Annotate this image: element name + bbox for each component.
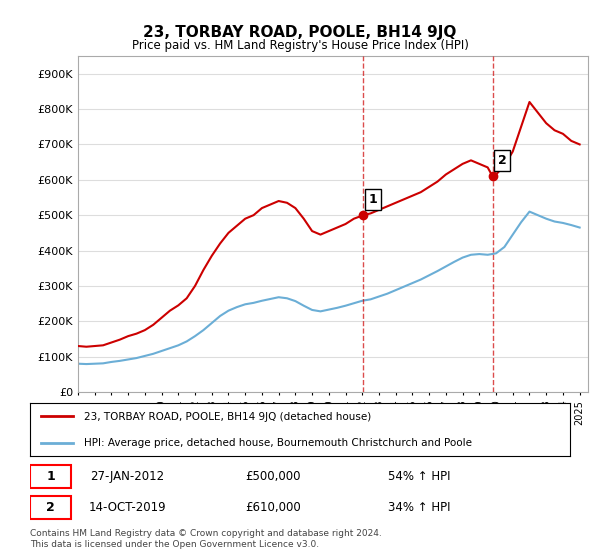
- Text: 54% ↑ HPI: 54% ↑ HPI: [388, 470, 450, 483]
- Text: Contains HM Land Registry data © Crown copyright and database right 2024.
This d: Contains HM Land Registry data © Crown c…: [30, 529, 382, 549]
- Text: £610,000: £610,000: [245, 501, 301, 514]
- Text: 23, TORBAY ROAD, POOLE, BH14 9JQ: 23, TORBAY ROAD, POOLE, BH14 9JQ: [143, 25, 457, 40]
- Text: 23, TORBAY ROAD, POOLE, BH14 9JQ (detached house): 23, TORBAY ROAD, POOLE, BH14 9JQ (detach…: [84, 412, 371, 422]
- Text: 1: 1: [46, 470, 55, 483]
- Text: 27-JAN-2012: 27-JAN-2012: [90, 470, 164, 483]
- Text: 2: 2: [46, 501, 55, 514]
- FancyBboxPatch shape: [30, 465, 71, 488]
- Text: £500,000: £500,000: [245, 470, 301, 483]
- Text: Price paid vs. HM Land Registry's House Price Index (HPI): Price paid vs. HM Land Registry's House …: [131, 39, 469, 52]
- Text: HPI: Average price, detached house, Bournemouth Christchurch and Poole: HPI: Average price, detached house, Bour…: [84, 438, 472, 448]
- Text: 34% ↑ HPI: 34% ↑ HPI: [388, 501, 450, 514]
- FancyBboxPatch shape: [30, 496, 71, 519]
- Text: 1: 1: [368, 193, 377, 206]
- Text: 14-OCT-2019: 14-OCT-2019: [88, 501, 166, 514]
- Text: 2: 2: [497, 154, 506, 167]
